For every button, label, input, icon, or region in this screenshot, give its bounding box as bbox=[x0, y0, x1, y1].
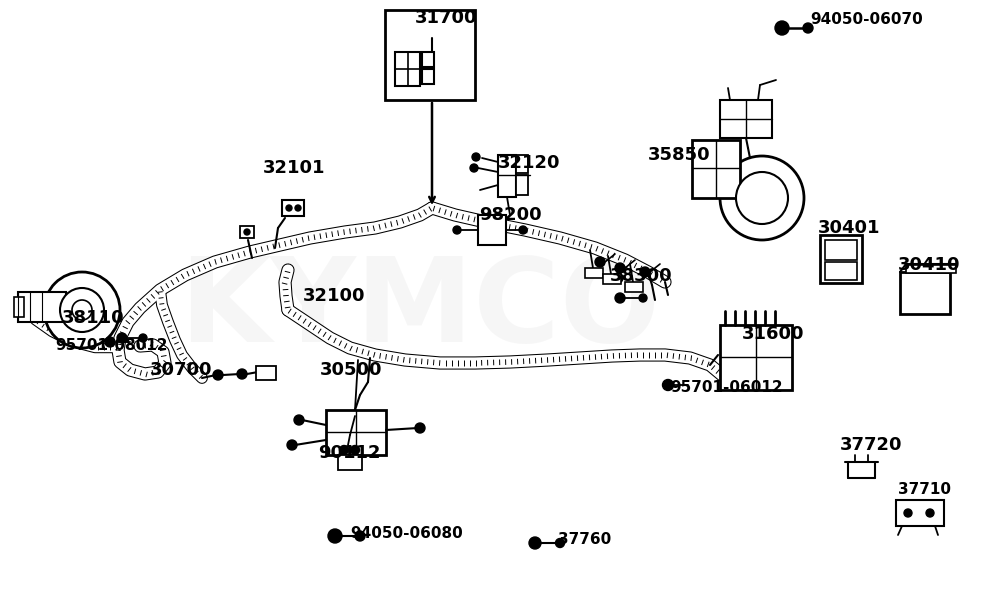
Circle shape bbox=[453, 226, 461, 234]
Circle shape bbox=[615, 263, 625, 273]
Bar bbox=[385, 10, 475, 100]
Circle shape bbox=[470, 164, 478, 172]
Circle shape bbox=[595, 257, 605, 267]
Bar bbox=[825, 240, 857, 260]
Text: 30500: 30500 bbox=[320, 361, 382, 379]
Circle shape bbox=[415, 423, 425, 433]
Text: 90112: 90112 bbox=[318, 444, 380, 462]
Text: 30700: 30700 bbox=[150, 361, 212, 379]
Circle shape bbox=[556, 538, 564, 548]
Bar bbox=[282, 200, 304, 216]
Bar bbox=[516, 175, 528, 195]
Circle shape bbox=[294, 415, 304, 425]
Bar bbox=[14, 297, 24, 317]
Circle shape bbox=[775, 21, 789, 35]
Circle shape bbox=[351, 445, 360, 454]
Circle shape bbox=[519, 226, 527, 234]
Circle shape bbox=[295, 205, 301, 211]
Text: 94050-06080: 94050-06080 bbox=[350, 526, 463, 540]
Bar bbox=[720, 325, 792, 390]
Text: 38110: 38110 bbox=[62, 309, 125, 327]
Text: 31700: 31700 bbox=[415, 9, 478, 27]
Bar bbox=[478, 215, 506, 245]
Bar bbox=[422, 69, 434, 84]
Circle shape bbox=[615, 293, 625, 303]
Bar bbox=[825, 262, 857, 280]
Bar bbox=[326, 410, 386, 455]
Bar bbox=[900, 272, 950, 314]
Text: 37710: 37710 bbox=[898, 483, 951, 497]
Text: 98200: 98200 bbox=[479, 206, 542, 224]
Circle shape bbox=[72, 300, 92, 320]
Circle shape bbox=[803, 23, 813, 33]
Text: 95701-06012: 95701-06012 bbox=[670, 381, 783, 396]
Circle shape bbox=[139, 334, 147, 342]
Circle shape bbox=[926, 509, 934, 517]
Bar bbox=[338, 455, 362, 470]
Circle shape bbox=[328, 529, 342, 543]
Text: 30401: 30401 bbox=[818, 219, 881, 237]
Text: 37760: 37760 bbox=[558, 532, 611, 548]
Bar bbox=[692, 140, 740, 198]
Circle shape bbox=[60, 288, 104, 332]
Circle shape bbox=[117, 333, 127, 343]
Circle shape bbox=[472, 153, 480, 161]
Bar bbox=[18, 292, 66, 322]
Bar bbox=[422, 52, 434, 67]
Circle shape bbox=[720, 156, 804, 240]
Circle shape bbox=[213, 370, 223, 380]
Bar bbox=[720, 100, 772, 138]
Circle shape bbox=[662, 379, 674, 390]
Text: 32101: 32101 bbox=[263, 159, 326, 177]
Circle shape bbox=[286, 205, 292, 211]
Circle shape bbox=[244, 229, 250, 235]
Text: 95701-08012: 95701-08012 bbox=[55, 338, 168, 353]
Text: KYMCO: KYMCO bbox=[179, 252, 661, 367]
Circle shape bbox=[529, 537, 541, 549]
Text: 35850: 35850 bbox=[648, 146, 711, 164]
Circle shape bbox=[44, 272, 120, 348]
Circle shape bbox=[904, 509, 912, 517]
Bar bbox=[256, 366, 276, 380]
Bar bbox=[498, 155, 516, 197]
Text: 38300: 38300 bbox=[610, 267, 673, 285]
Bar bbox=[585, 268, 603, 278]
Circle shape bbox=[639, 294, 647, 302]
Circle shape bbox=[105, 337, 115, 347]
Circle shape bbox=[613, 273, 623, 283]
Bar bbox=[603, 274, 621, 284]
Circle shape bbox=[736, 172, 788, 224]
Text: 31600: 31600 bbox=[742, 325, 804, 343]
Bar bbox=[896, 500, 944, 526]
Bar bbox=[906, 265, 956, 273]
Bar bbox=[395, 52, 420, 86]
Text: 32120: 32120 bbox=[498, 154, 560, 172]
Circle shape bbox=[640, 267, 650, 277]
Text: 37720: 37720 bbox=[840, 436, 902, 454]
Circle shape bbox=[340, 445, 349, 454]
Bar bbox=[625, 282, 643, 292]
Text: 94050-06070: 94050-06070 bbox=[810, 13, 923, 27]
Bar bbox=[820, 235, 862, 283]
Bar bbox=[516, 155, 528, 173]
Bar bbox=[240, 226, 254, 238]
Text: 32100: 32100 bbox=[303, 287, 366, 305]
Circle shape bbox=[287, 440, 297, 450]
Text: 30410: 30410 bbox=[898, 256, 960, 274]
Circle shape bbox=[355, 531, 365, 541]
Circle shape bbox=[237, 369, 247, 379]
